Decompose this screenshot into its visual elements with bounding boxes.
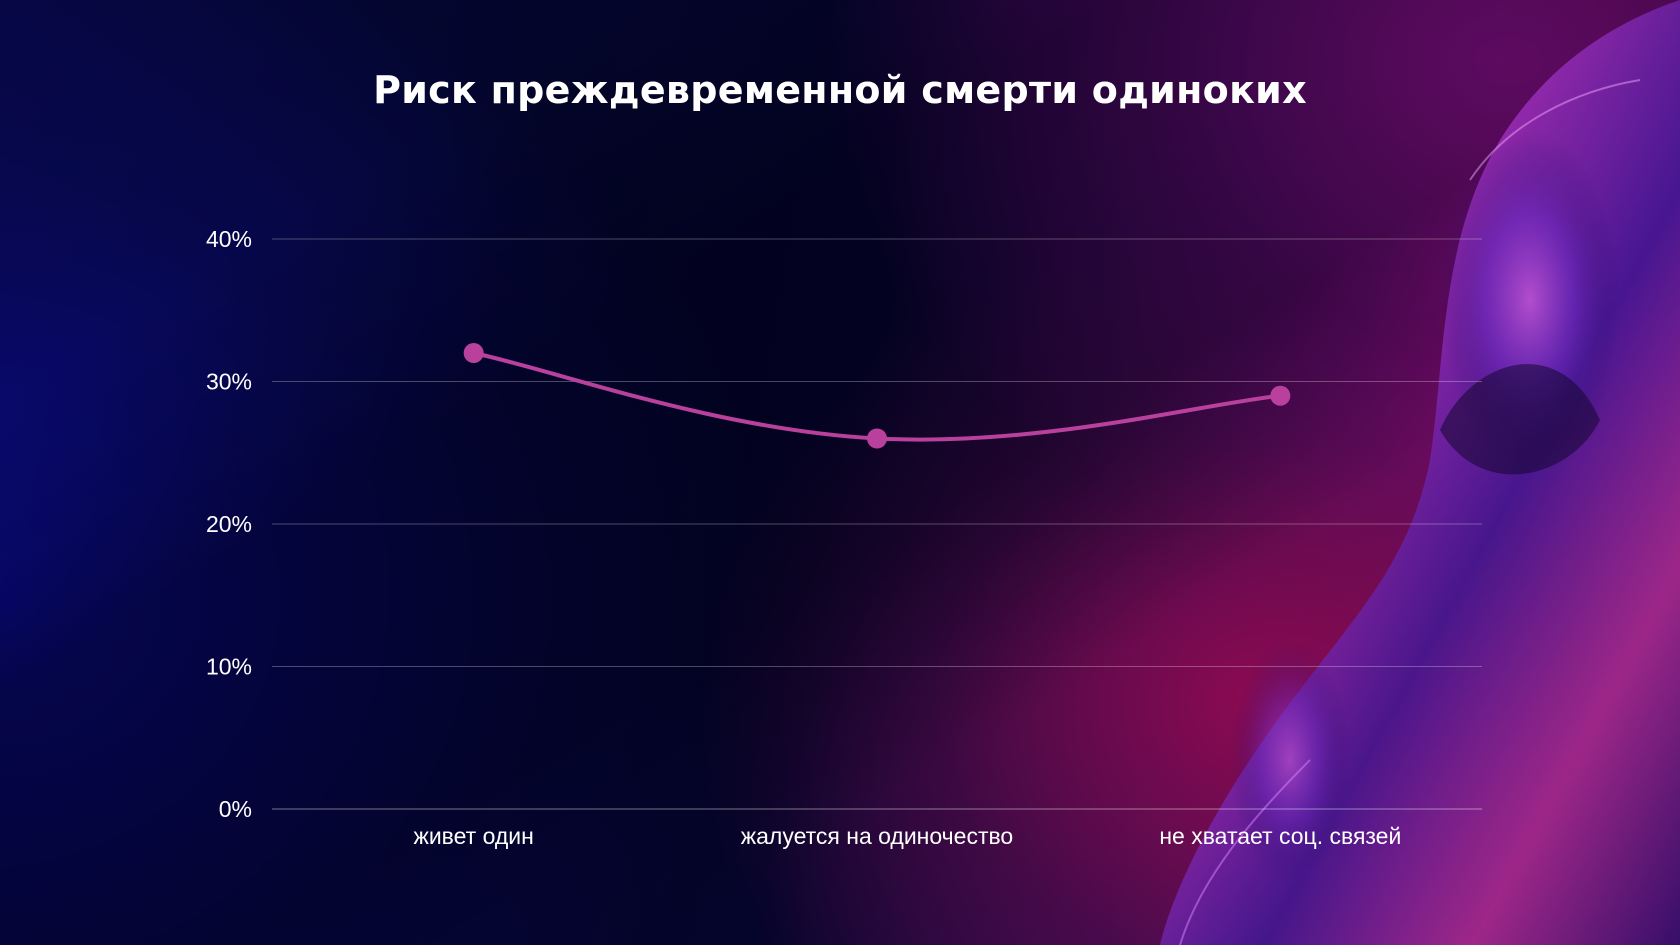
y-tick-label: 0% — [219, 796, 252, 822]
y-tick-label: 40% — [206, 226, 252, 252]
y-tick-label: 10% — [206, 654, 252, 680]
y-tick-label: 30% — [206, 369, 252, 395]
data-point — [1270, 385, 1291, 406]
data-point — [867, 428, 887, 449]
data-point — [463, 343, 484, 363]
x-category-label: жалуется на одиночество — [741, 823, 1013, 849]
series-line — [473, 351, 1281, 442]
x-category-label: не хватает соц. связей — [1159, 823, 1401, 849]
y-tick-label: 20% — [206, 511, 252, 537]
chart-title: Риск преждевременной смерти одиноких — [373, 68, 1307, 112]
x-category-label: живет один — [413, 823, 533, 849]
